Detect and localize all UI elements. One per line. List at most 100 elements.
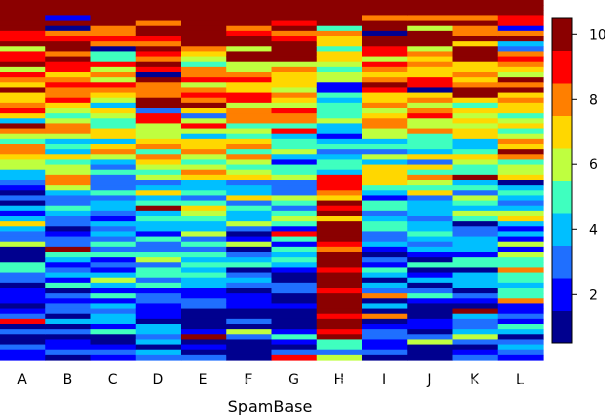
heatmap-cell <box>497 123 544 130</box>
heatmap-cell <box>226 82 273 89</box>
heatmap-cell <box>135 277 182 284</box>
heatmap-cell <box>181 51 227 58</box>
heatmap-cell <box>452 216 499 222</box>
heatmap-cell <box>407 334 454 341</box>
heatmap-cell <box>135 334 182 341</box>
heatmap-cell <box>271 56 318 63</box>
heatmap-cell <box>135 128 182 135</box>
heatmap-cell <box>497 221 544 227</box>
heatmap-cell <box>407 210 454 217</box>
heatmap-cell <box>135 231 182 238</box>
heatmap-cell <box>271 241 318 248</box>
heatmap-cell <box>181 41 227 47</box>
heatmap-cell <box>226 149 273 155</box>
heatmap-cell <box>497 185 544 191</box>
heatmap-cell <box>452 149 499 155</box>
heatmap-cell <box>90 231 137 238</box>
heatmap-cell <box>362 36 408 42</box>
heatmap-cell <box>316 169 363 176</box>
heatmap-cell <box>90 282 137 289</box>
heatmap-cell <box>316 46 363 53</box>
heatmap-cell <box>452 41 499 47</box>
heatmap-cell <box>90 267 137 274</box>
heatmap-cell <box>90 190 137 197</box>
x-tick-label: B <box>63 372 73 388</box>
heatmap-cell <box>0 51 46 58</box>
heatmap-cell <box>0 324 46 330</box>
colorbar-border <box>551 17 573 344</box>
heatmap-cell <box>362 246 408 253</box>
heatmap-cell <box>452 128 499 135</box>
heatmap-cell <box>135 262 182 269</box>
heatmap-cell <box>226 190 273 197</box>
heatmap-cell <box>362 92 408 99</box>
heatmap-cell <box>362 169 408 176</box>
heatmap-cell <box>226 277 273 284</box>
heatmap-cell <box>407 138 454 145</box>
heatmap-cell <box>226 354 273 361</box>
heatmap-cell <box>362 308 408 315</box>
heatmap-cell <box>45 329 92 335</box>
heatmap-cell <box>497 118 544 125</box>
heatmap-cell <box>452 102 499 109</box>
x-tick-label: L <box>516 372 524 388</box>
heatmap-cell <box>497 164 544 171</box>
heatmap-cell <box>497 10 544 17</box>
heatmap-cell <box>316 5 363 11</box>
heatmap-cell <box>90 272 137 279</box>
heatmap-cell <box>45 82 92 89</box>
x-tick-label: H <box>334 372 345 388</box>
heatmap-cell <box>135 149 182 155</box>
heatmap-cell <box>0 56 46 63</box>
heatmap-cell <box>407 169 454 176</box>
heatmap-cell <box>181 272 227 279</box>
heatmap-cell <box>0 36 46 42</box>
heatmap-cell <box>271 267 318 274</box>
heatmap-cell <box>226 138 273 145</box>
heatmap-cell <box>497 92 544 99</box>
heatmap-cell <box>407 318 454 325</box>
heatmap-cell <box>226 221 273 227</box>
heatmap-cell <box>407 10 454 17</box>
heatmap-cell <box>316 221 363 227</box>
heatmap-cell <box>271 36 318 42</box>
heatmap-cell <box>271 138 318 145</box>
heatmap-cell <box>226 246 273 253</box>
heatmap-cell <box>362 123 408 130</box>
heatmap-cells <box>0 0 544 361</box>
heatmap-cell <box>90 246 137 253</box>
heatmap-cell <box>407 257 454 263</box>
heatmap-cell <box>90 97 137 104</box>
heatmap-cell <box>452 267 499 274</box>
heatmap-cell <box>45 149 92 155</box>
heatmap-cell <box>271 252 318 258</box>
heatmap-cell <box>181 195 227 202</box>
heatmap-cell <box>45 46 92 53</box>
heatmap-cell <box>90 293 137 299</box>
heatmap-cell <box>135 354 182 361</box>
heatmap-cell <box>0 154 46 161</box>
heatmap-cell <box>45 282 92 289</box>
heatmap-cell <box>407 97 454 104</box>
heatmap-cell <box>45 0 92 6</box>
heatmap-cell <box>226 154 273 161</box>
heatmap-cell <box>181 293 227 299</box>
heatmap-cell <box>181 354 227 361</box>
heatmap-cell <box>362 30 408 37</box>
heatmap-cell <box>271 303 318 310</box>
heatmap-cell <box>0 221 46 227</box>
heatmap-cell <box>271 226 318 233</box>
heatmap-cell <box>226 334 273 341</box>
heatmap-cell <box>90 10 137 17</box>
heatmap-cell <box>181 246 227 253</box>
watermark-line-1: On the Evaluation of Unsupervised Outlie… <box>245 365 605 376</box>
heatmap-cell <box>316 87 363 94</box>
heatmap-cell <box>0 61 46 68</box>
heatmap-cell <box>226 56 273 63</box>
heatmap-cell <box>316 205 363 212</box>
heatmap-cell <box>407 159 454 166</box>
heatmap-cell <box>181 66 227 73</box>
heatmap-cell <box>316 246 363 253</box>
heatmap-cell <box>0 20 46 27</box>
heatmap-cell <box>452 241 499 248</box>
